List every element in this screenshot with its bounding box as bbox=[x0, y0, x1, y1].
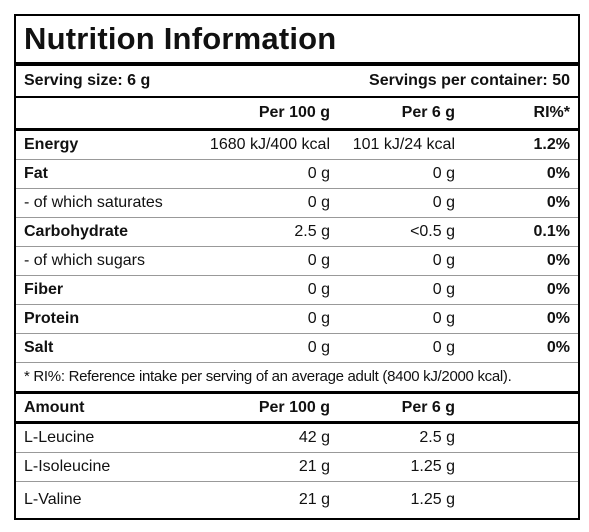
nutrient-row: Protein 0 g 0 g 0% bbox=[16, 305, 578, 334]
nutrient-name: Carbohydrate bbox=[24, 223, 129, 240]
amino-value: 42 g bbox=[298, 429, 330, 446]
nutrient-name: Fiber bbox=[24, 281, 64, 298]
nutrient-row: Energy 1680 kJ/400 kcal 101 kJ/24 kcal 1.2% bbox=[16, 131, 578, 160]
amino-value: 21 g bbox=[298, 458, 330, 475]
nutrient-value: 0% bbox=[546, 310, 570, 327]
nutrient-value: 0% bbox=[546, 281, 570, 298]
amino-value: 21 g bbox=[298, 491, 330, 508]
amount-row: L-Isoleucine 21 g 1.25 g bbox=[16, 453, 578, 482]
nutrient-value: 0 g bbox=[432, 310, 455, 327]
column-header: Per 100 g bbox=[258, 104, 330, 121]
nutrient-row: Salt 0 g 0 g 0% bbox=[16, 334, 578, 362]
column-header: Per 6 g bbox=[401, 398, 455, 416]
footnote: * RI%: Reference intake per serving of a… bbox=[16, 362, 578, 394]
column-header: Amount bbox=[24, 398, 85, 416]
amino-name: L-Leucine bbox=[24, 429, 95, 446]
nutrient-value: 0 g bbox=[307, 310, 330, 327]
nutrient-value: 2.5 g bbox=[294, 223, 330, 240]
nutrient-value: 0.1% bbox=[533, 223, 570, 240]
nutrient-value: 0 g bbox=[307, 252, 330, 269]
nutrient-value: 101 kJ/24 kcal bbox=[352, 136, 455, 153]
nutrient-row: Fiber 0 g 0 g 0% bbox=[16, 276, 578, 305]
nutrient-row: - of which sugars 0 g 0 g 0% bbox=[16, 247, 578, 276]
column-header: Per 100 g bbox=[258, 398, 330, 416]
nutrient-value: 1.2% bbox=[533, 136, 570, 153]
amount-row: L-Valine 21 g 1.25 g bbox=[16, 482, 578, 518]
amino-value: 2.5 g bbox=[419, 429, 455, 446]
amino-value: 1.25 g bbox=[410, 458, 455, 475]
amount-header: Amount Per 100 g Per 6 g bbox=[16, 394, 578, 424]
nutrient-value: 0% bbox=[546, 339, 570, 356]
nutrient-value: 0 g bbox=[307, 194, 330, 211]
nutrient-value: 0 g bbox=[432, 252, 455, 269]
nutrient-name: - of which saturates bbox=[24, 194, 163, 211]
nutrient-value: 0 g bbox=[307, 281, 330, 298]
amino-name: L-Isoleucine bbox=[24, 458, 111, 475]
column-header: Per 6 g bbox=[401, 104, 455, 121]
title: Nutrition Information bbox=[16, 16, 578, 66]
column-header: RI%* bbox=[533, 104, 570, 121]
nutrient-value: 0 g bbox=[307, 165, 330, 182]
nutrient-name: Salt bbox=[24, 339, 54, 356]
nutrient-value: 0% bbox=[546, 165, 570, 182]
servings-count: Servings per container: 50 bbox=[369, 72, 570, 89]
nutrient-value: 0 g bbox=[432, 339, 455, 356]
nutrient-value: 0 g bbox=[432, 194, 455, 211]
serving-size: Serving size: 6 g bbox=[24, 72, 151, 89]
nutrient-name: - of which sugars bbox=[24, 252, 145, 269]
nutrient-row: Carbohydrate 2.5 g <0.5 g 0.1% bbox=[16, 218, 578, 247]
amount-row: L-Leucine 42 g 2.5 g bbox=[16, 424, 578, 453]
nutrient-value: 0 g bbox=[307, 339, 330, 356]
nutrient-value: 0% bbox=[546, 194, 570, 211]
nutrition-panel: Nutrition Information Serving size: 6 g … bbox=[14, 14, 580, 520]
amino-name: L-Valine bbox=[24, 491, 82, 508]
nutrient-row: - of which saturates 0 g 0 g 0% bbox=[16, 189, 578, 218]
nutrient-value: 1680 kJ/400 kcal bbox=[209, 136, 330, 153]
amino-value: 1.25 g bbox=[410, 491, 455, 508]
table-header: Per 100 g Per 6 g RI%* bbox=[16, 98, 578, 131]
serving-row: Serving size: 6 g Servings per container… bbox=[16, 66, 578, 98]
nutrient-value: <0.5 g bbox=[410, 223, 455, 240]
nutrient-name: Energy bbox=[24, 136, 79, 153]
nutrient-name: Protein bbox=[24, 310, 80, 327]
nutrient-value: 0 g bbox=[432, 165, 455, 182]
nutrient-value: 0% bbox=[546, 252, 570, 269]
nutrient-name: Fat bbox=[24, 165, 48, 182]
nutrient-row: Fat 0 g 0 g 0% bbox=[16, 160, 578, 189]
nutrient-value: 0 g bbox=[432, 281, 455, 298]
